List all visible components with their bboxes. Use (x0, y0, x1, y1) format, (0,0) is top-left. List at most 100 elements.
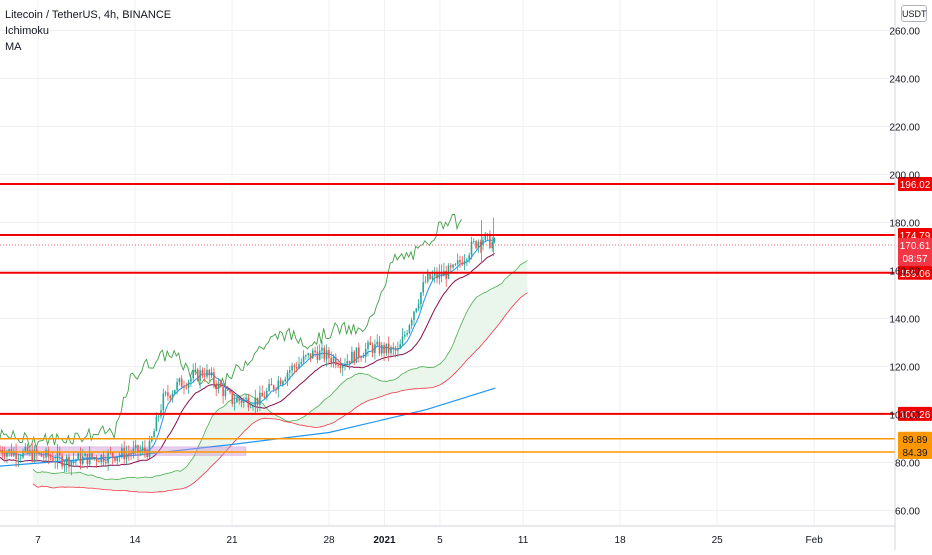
candle-body (40, 453, 43, 457)
candle-body (323, 347, 326, 360)
candle-body (164, 392, 167, 394)
candle-body (252, 406, 254, 408)
candle-body (328, 350, 330, 359)
ichimoku-cloud (32, 260, 528, 493)
level-label-bg (898, 265, 932, 280)
candle-body (325, 350, 328, 360)
candle-body (387, 343, 390, 354)
candle-body (54, 461, 56, 463)
x-tick-label: 2021 (373, 535, 396, 546)
candle-body (318, 350, 321, 360)
candle-body (346, 360, 349, 365)
candle-body (479, 241, 482, 245)
candle-body (63, 463, 66, 467)
candle-body (201, 370, 204, 376)
ma-indicator-label[interactable]: MA (5, 41, 22, 53)
x-tick-label: 21 (226, 535, 238, 546)
candle-body (203, 375, 206, 377)
axes: 60.00 80.00 100.00 120.00 140.00 160.00 180.00… (0, 0, 920, 550)
candle-body (49, 457, 52, 459)
currency-button[interactable]: USDT (901, 5, 927, 22)
candle-body (291, 365, 293, 371)
candle-body (8, 449, 10, 453)
candle-body (183, 387, 185, 388)
candle-body (95, 457, 98, 462)
candle-body (229, 390, 231, 393)
candle-body (72, 460, 75, 461)
level-label-bg (898, 177, 932, 192)
candle-body (369, 342, 372, 346)
candle-body (330, 358, 332, 363)
candle-body (321, 347, 323, 351)
level-label-bg (898, 431, 932, 446)
y-tick-label: 100.00 (889, 411, 920, 422)
candle-body (286, 372, 289, 380)
candle-body (422, 282, 424, 293)
x-tick-label: 28 (323, 535, 335, 546)
candle-body (438, 271, 441, 279)
candle-body (31, 450, 33, 461)
ichimoku-indicator-label[interactable]: Ichimoku (5, 25, 50, 37)
candle-body (240, 400, 243, 403)
candle-body (243, 399, 245, 403)
span-a-line (32, 260, 528, 481)
candle-body (109, 452, 112, 454)
y-tick-label: 80.00 (895, 459, 920, 470)
candle-body (231, 392, 234, 404)
candle-body (399, 344, 401, 349)
candle-body (130, 453, 132, 455)
candle-body (433, 272, 436, 276)
level-label: 100.26 (900, 410, 931, 421)
x-tick-label: 25 (712, 535, 724, 546)
candle-body (436, 272, 438, 279)
candle-body (461, 262, 464, 265)
y-tick-label: 220.00 (889, 123, 920, 134)
candle-body (282, 381, 284, 385)
candle-body (307, 353, 309, 356)
y-tick-label: 160.00 (889, 267, 920, 278)
candle-body (102, 454, 105, 463)
candle-body (217, 382, 220, 390)
candle-body (450, 265, 452, 268)
candle-body (339, 365, 342, 368)
candle-body (374, 344, 376, 353)
candle-body (358, 347, 360, 358)
candle-body (194, 369, 197, 372)
span-b-line (32, 292, 528, 493)
last-price-label: 170.61 (900, 241, 931, 252)
candle-body (171, 393, 174, 399)
candle-body (477, 241, 480, 248)
candle-body (394, 348, 397, 351)
horizontal-levels[interactable]: 196.02 174.79 159.06 100.26 89.89 84.39 170.61… (0, 177, 932, 459)
candle-body (176, 381, 178, 391)
symbol-title[interactable]: Litecoin / TetherUS, 4h, BINANCE (5, 9, 172, 21)
candle-body (270, 383, 273, 386)
candle-body (390, 347, 392, 354)
candle-body (344, 364, 346, 366)
candle-body (466, 259, 468, 261)
candle-body (413, 311, 415, 320)
candle-body (68, 456, 70, 467)
candle-body (367, 342, 369, 349)
candle-body (424, 281, 427, 283)
candle-body (298, 363, 300, 369)
candle-body (19, 457, 22, 459)
candle-body (371, 345, 374, 353)
candle-body (429, 273, 431, 279)
candle-body (475, 241, 477, 248)
candle-body (0, 449, 1, 451)
candle-body (38, 453, 40, 455)
candle-body (197, 369, 199, 381)
candle-body (134, 445, 137, 449)
x-tick-label: Feb (806, 535, 824, 546)
candle-body (42, 456, 45, 458)
candle-body (155, 416, 158, 432)
candle-body (192, 371, 194, 379)
candle-body (114, 457, 116, 461)
candle-body (381, 344, 383, 354)
candle-body (233, 402, 236, 404)
candle-body (88, 453, 91, 465)
level-label-bg (898, 406, 932, 421)
